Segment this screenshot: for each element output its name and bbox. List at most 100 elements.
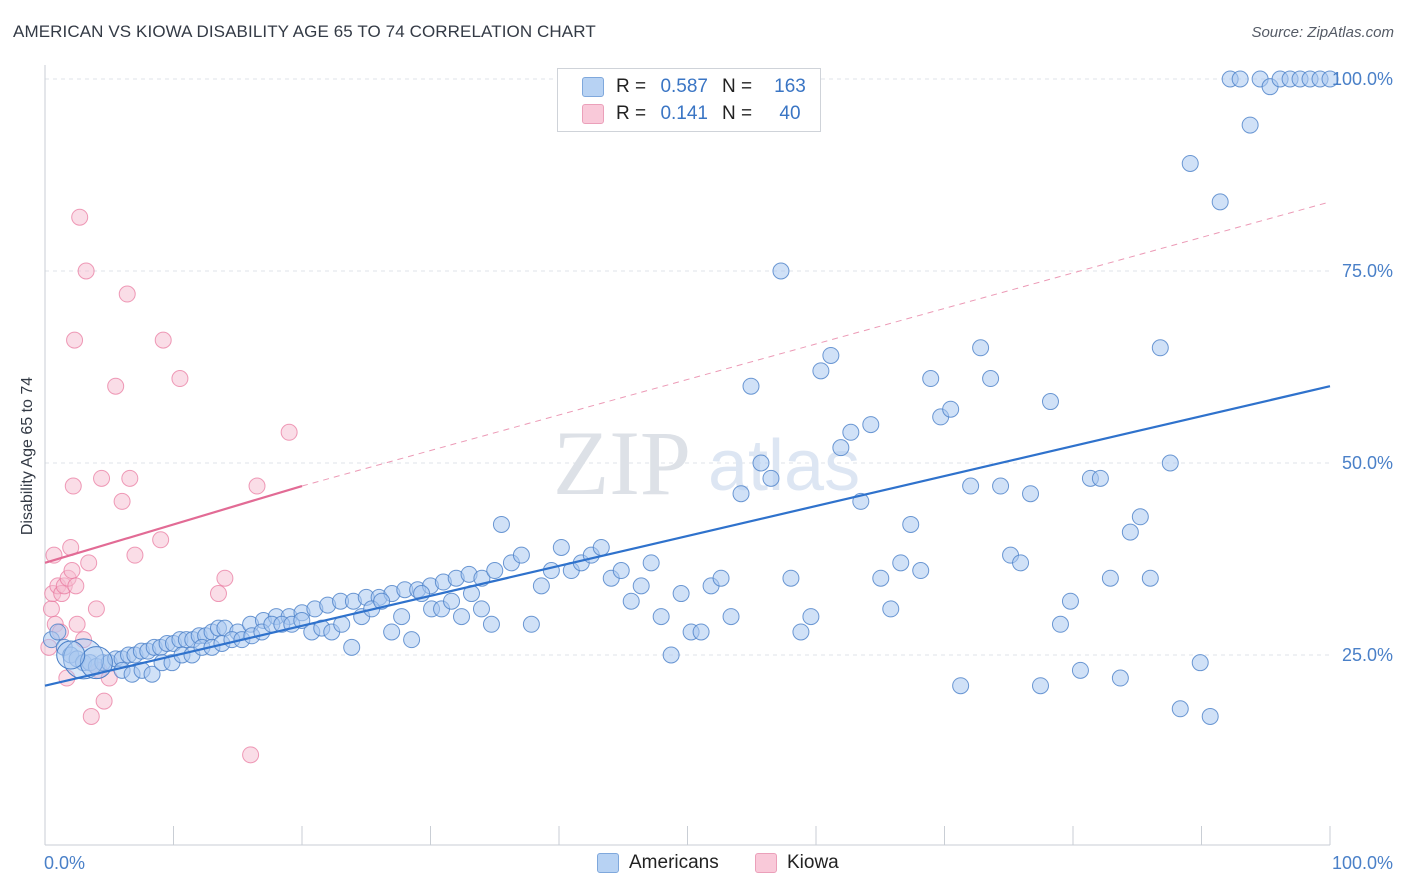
kiowa-point <box>67 577 85 595</box>
american-point <box>1022 485 1040 503</box>
american-point <box>482 615 500 633</box>
american-points <box>42 70 1339 725</box>
american-point <box>862 416 880 434</box>
y-tick-label: 100.0% <box>1332 69 1393 89</box>
stats-legend: R = 0.587 N = 163 R = 0.141 N = 40 <box>557 68 821 132</box>
american-point <box>403 631 421 649</box>
american-point <box>912 562 930 580</box>
american-point <box>1191 654 1209 672</box>
american-point <box>49 623 67 641</box>
american-point <box>612 562 630 580</box>
kiowa-point <box>64 477 82 495</box>
americans-trend-line <box>44 385 1331 687</box>
american-point <box>752 454 770 472</box>
american-point <box>1181 154 1199 172</box>
american-point <box>552 538 570 556</box>
american-point <box>742 377 760 395</box>
kiowa-point <box>107 377 125 395</box>
american-point <box>732 485 750 503</box>
kiowa-point <box>280 423 298 441</box>
american-point <box>1161 454 1179 472</box>
kiowa-point <box>66 331 84 349</box>
kiowa-point <box>216 569 234 587</box>
americans-swatch <box>597 853 619 873</box>
american-point <box>1151 339 1169 357</box>
y-tick-label: 25.0% <box>1342 645 1393 665</box>
american-point <box>772 262 790 280</box>
american-point <box>1231 70 1249 88</box>
kiowa-point <box>126 546 144 564</box>
american-point <box>1141 569 1159 587</box>
american-point <box>662 646 680 664</box>
american-point <box>383 623 401 641</box>
american-point <box>1121 523 1139 541</box>
american-point <box>762 469 780 487</box>
american-point <box>882 600 900 618</box>
american-point <box>672 585 690 603</box>
n-value: 40 <box>779 103 801 124</box>
r-label: R = <box>616 76 647 97</box>
american-point <box>652 608 670 626</box>
american-point <box>143 665 161 683</box>
kiowa-point <box>242 746 260 764</box>
kiowa-swatch <box>755 853 777 873</box>
n-value: 163 <box>774 76 806 97</box>
kiowa-point <box>80 554 98 572</box>
american-point <box>1201 707 1219 725</box>
american-point <box>1131 508 1149 526</box>
american-point <box>1211 193 1229 211</box>
kiowa-point <box>93 469 111 487</box>
american-point <box>902 515 920 533</box>
kiowa-point <box>154 331 172 349</box>
american-point <box>443 592 461 610</box>
american-point <box>692 623 710 641</box>
kiowa-point <box>152 531 170 549</box>
kiowa-point <box>63 562 81 580</box>
tick-labels: 25.0% 50.0% 75.0% 100.0% 0.0% 100.0% <box>44 69 1393 873</box>
american-point <box>972 339 990 357</box>
american-point <box>343 638 361 656</box>
american-point <box>952 677 970 695</box>
n-label: N = <box>722 103 753 124</box>
american-point <box>1101 569 1119 587</box>
american-point <box>492 515 510 533</box>
watermark-atlas: atlas <box>708 426 860 506</box>
american-point <box>532 577 550 595</box>
american-point <box>592 538 610 556</box>
american-point <box>1241 116 1259 134</box>
american-point <box>486 562 504 580</box>
american-point <box>1041 393 1059 411</box>
kiowa-point <box>71 208 89 226</box>
american-point <box>872 569 890 587</box>
american-point <box>822 346 840 364</box>
watermark-zip: ZIP <box>553 412 691 514</box>
kiowa-trend-extension <box>301 201 1331 487</box>
grid-lines <box>45 78 1330 656</box>
american-point <box>792 623 810 641</box>
kiowa-point <box>113 492 131 510</box>
american-point <box>1171 700 1189 718</box>
american-point <box>56 640 86 670</box>
chart-title: AMERICAN VS KIOWA DISABILITY AGE 65 TO 7… <box>13 22 596 41</box>
american-point <box>982 370 1000 388</box>
kiowa-point <box>95 692 113 710</box>
kiowa-point <box>82 707 100 725</box>
kiowa-point <box>87 600 105 618</box>
trend-lines <box>44 201 1331 687</box>
kiowa-point <box>118 285 136 303</box>
american-point <box>472 600 490 618</box>
american-point <box>1091 469 1109 487</box>
americans-swatch <box>582 77 604 97</box>
source-label: Source: ZipAtlas.com <box>1251 24 1394 41</box>
x-tick-label: 0.0% <box>44 853 85 873</box>
american-point <box>992 477 1010 495</box>
american-point <box>812 362 830 380</box>
american-point <box>1071 661 1089 679</box>
american-point <box>892 554 910 572</box>
kiowa-trend-line <box>44 484 303 564</box>
american-point <box>712 569 730 587</box>
american-point <box>782 569 800 587</box>
american-point <box>1111 669 1129 687</box>
legend-label: Americans <box>629 852 719 873</box>
